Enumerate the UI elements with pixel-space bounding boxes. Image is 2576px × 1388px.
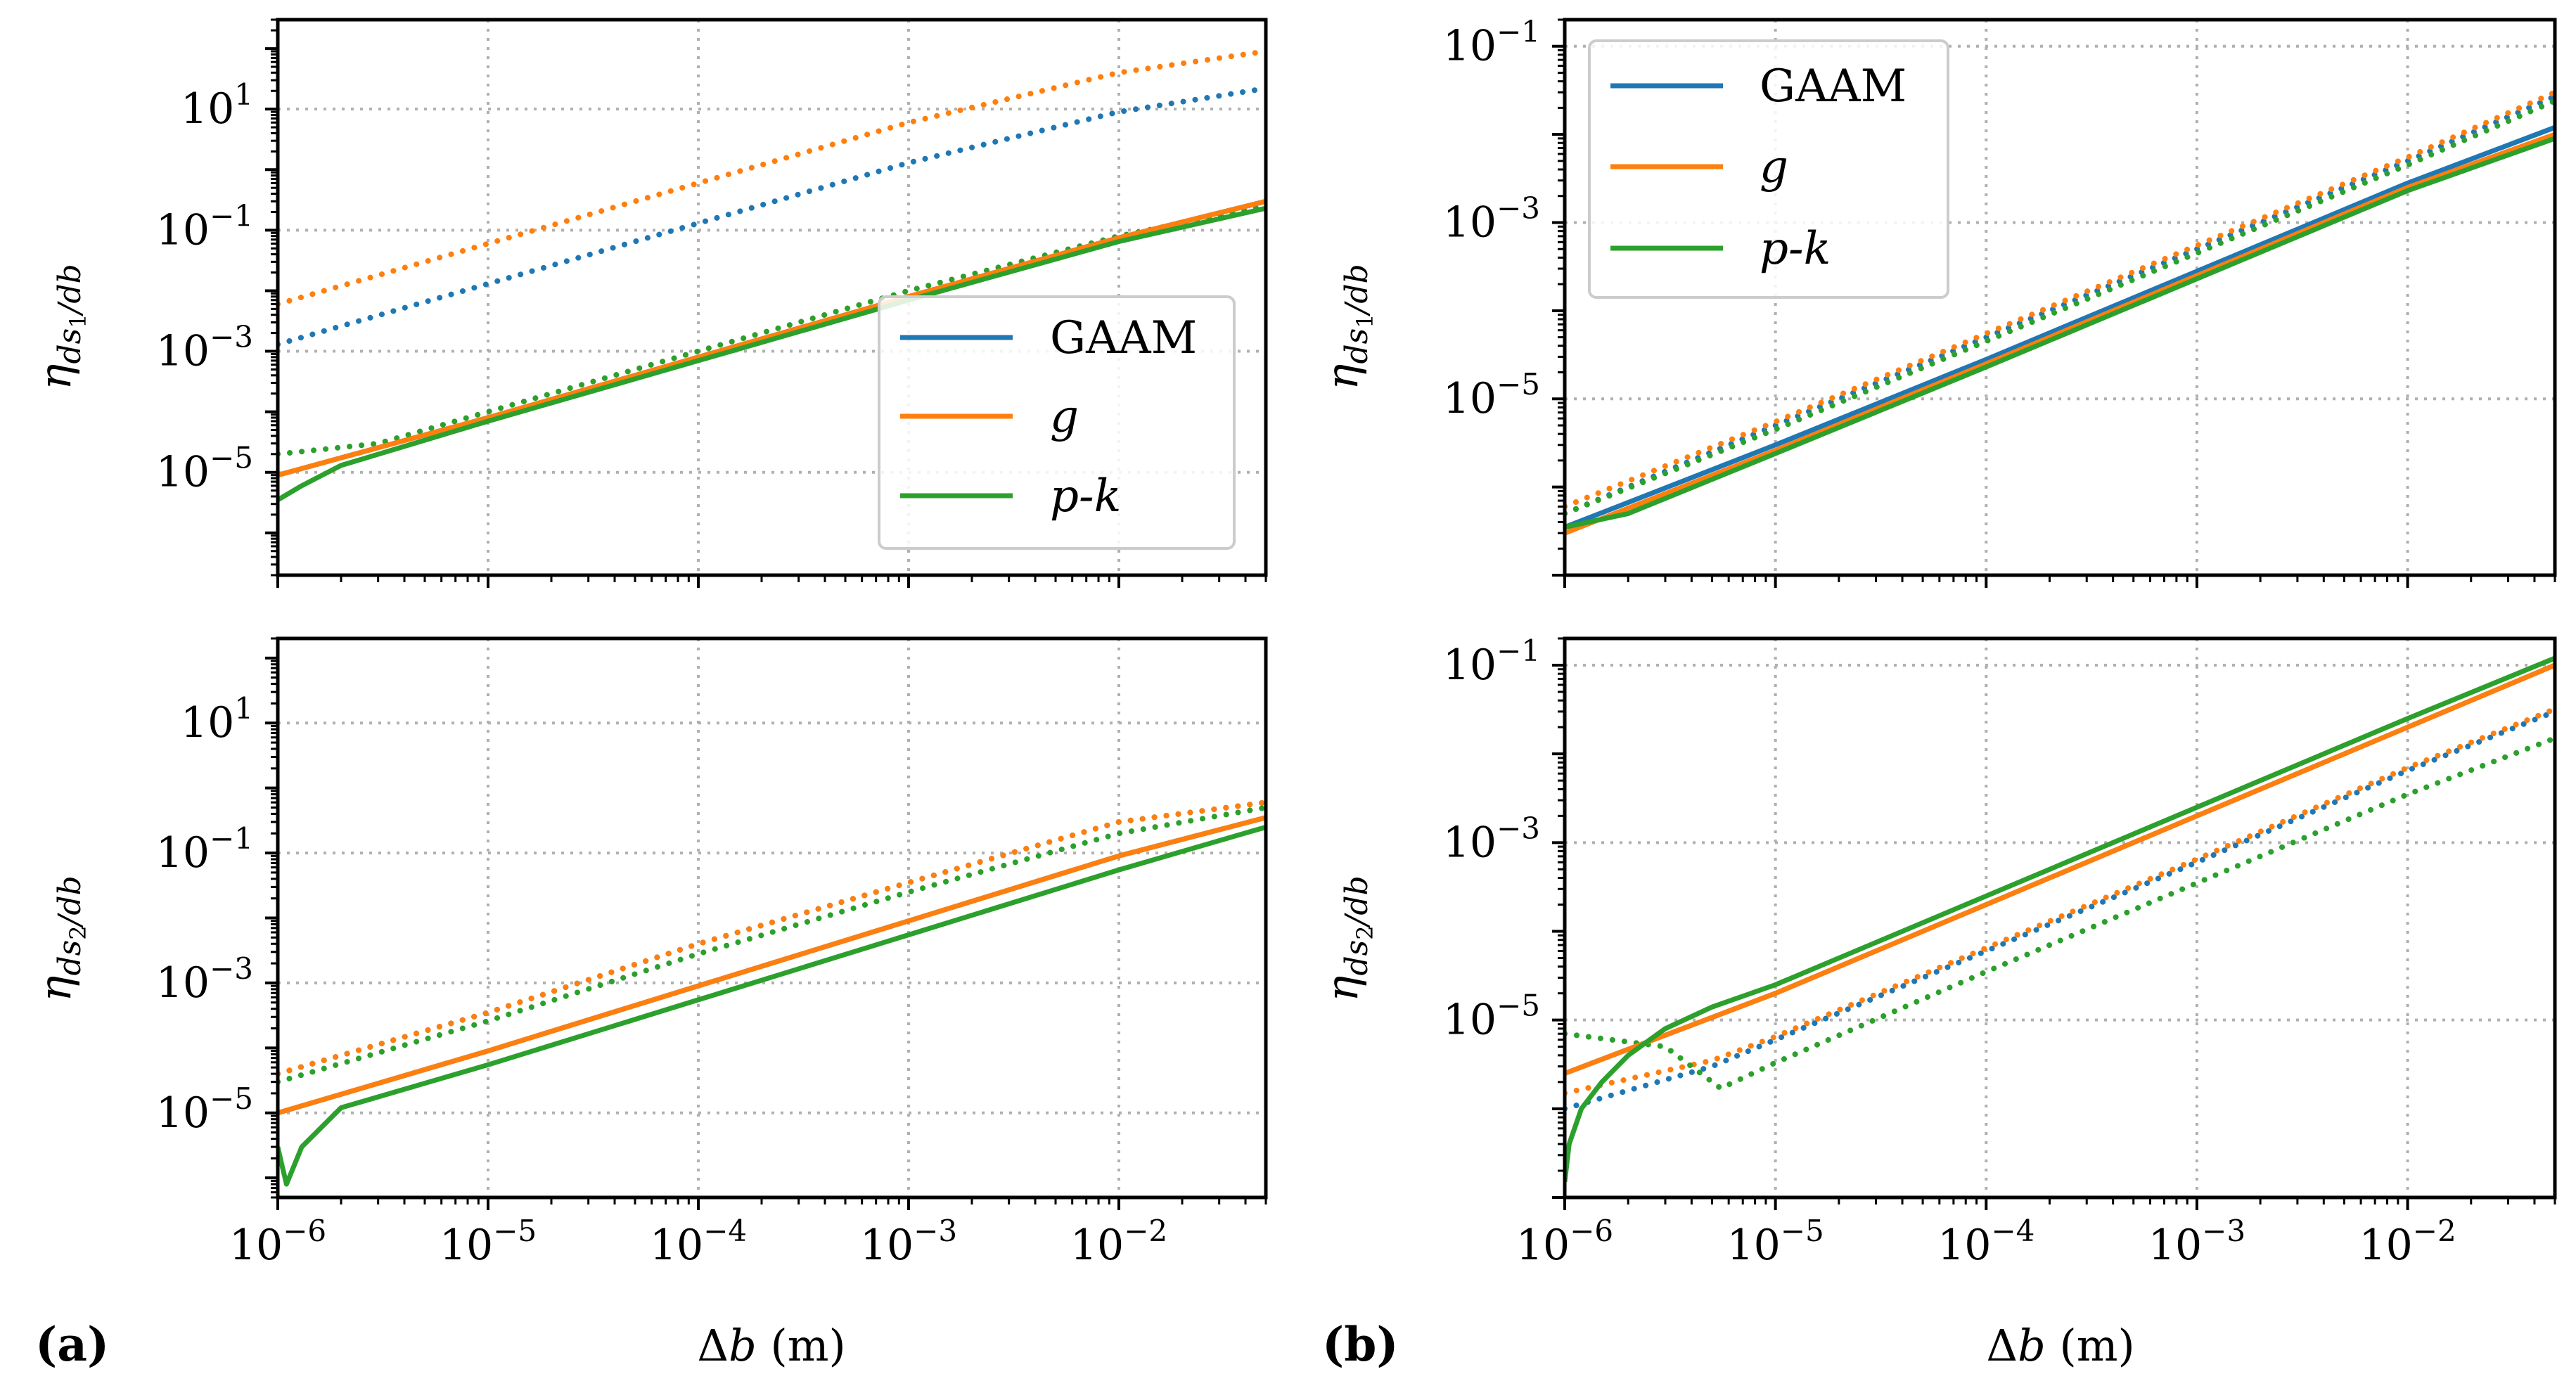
- legend-label-gaam: GAAM: [1050, 312, 1197, 364]
- y-tick-label: 10−3: [156, 951, 253, 1008]
- legend-label-g: g: [1760, 141, 1788, 193]
- y-tick-label: 101: [181, 77, 253, 134]
- y-tick-label: 101: [181, 691, 253, 747]
- series-p-k-solid: [278, 824, 1266, 1187]
- y-tick-label: 10−5: [1443, 367, 1540, 423]
- legend-a-top: GAAM g p-k: [878, 295, 1236, 550]
- series-gaam-dotted: [1565, 94, 2555, 517]
- x-tick-label: 10−5: [1726, 1214, 1824, 1270]
- x-tick-label: 10−4: [650, 1214, 747, 1270]
- series-p-k-dotted: [1565, 98, 2555, 517]
- y-tick-label: 10−3: [156, 320, 253, 376]
- series-g-dotted: [1565, 706, 2555, 1096]
- series-group: [1565, 89, 2555, 536]
- y-ticks: [1552, 18, 1565, 577]
- panel-label-a: (a): [35, 1317, 109, 1372]
- ylabel-b-bottom: ηds2/db: [1316, 875, 1378, 1001]
- y-tick-label: 10−5: [156, 441, 253, 497]
- y-tick-label: 10−1: [1443, 15, 1540, 71]
- x-ticks: [1563, 1197, 2556, 1210]
- legend-label-pk: p-k: [1760, 223, 1831, 275]
- legend-b-top: GAAM g p-k: [1588, 39, 1949, 299]
- series-group: [278, 799, 1266, 1187]
- legend-label-g: g: [1050, 391, 1079, 443]
- series-p-k-solid: [1565, 136, 2555, 530]
- x-ticks: [276, 1197, 1267, 1210]
- panel-b-top: 10−5 10−3 10−1: [1443, 15, 2557, 588]
- panel-a-top: 10−5 10−3 10−1 101: [156, 18, 1268, 588]
- x-tick-label: 10−3: [860, 1214, 957, 1270]
- series-g-dotted: [1565, 89, 2555, 510]
- x-tick-label: 10−2: [1070, 1214, 1167, 1270]
- series-group: [278, 49, 1266, 503]
- series-g-solid: [278, 198, 1266, 478]
- x-tick-label: 10−3: [2148, 1214, 2245, 1270]
- ylabel-a-top: ηds1/db: [30, 264, 91, 390]
- x-ticks: [276, 575, 1267, 588]
- grid: [276, 638, 1266, 1197]
- series-p-k-dotted: [1565, 735, 2555, 1091]
- y-tick-label: 10−5: [1443, 989, 1540, 1045]
- x-tick-label: 10−6: [229, 1214, 326, 1270]
- axes-frame: [1563, 636, 2557, 1200]
- axes-frame: [1563, 18, 2557, 577]
- ylabel-a-bottom: ηds2/db: [30, 875, 91, 1001]
- series-p-k-solid: [278, 205, 1266, 503]
- series-gaam-dotted: [278, 85, 1266, 347]
- x-tick-label: 10−2: [2359, 1214, 2456, 1270]
- x-tick-label: 10−5: [440, 1214, 537, 1270]
- y-ticks: [265, 637, 278, 1199]
- series-group: [1565, 655, 2555, 1183]
- y-tick-label: 10−1: [156, 198, 253, 255]
- series-g-dotted: [278, 49, 1266, 307]
- series-g-dotted: [278, 799, 1266, 1077]
- series-gaam-solid: [1565, 124, 2555, 530]
- x-tick-label: 10−6: [1516, 1214, 1613, 1270]
- y-tick-label: 10−1: [1443, 634, 1540, 690]
- legend-label-pk: p-k: [1050, 470, 1121, 522]
- series-p-k-solid: [1565, 655, 2555, 1183]
- y-tick-label: 10−3: [1443, 811, 1540, 867]
- xlabel-b: Δb (m): [1986, 1320, 2134, 1371]
- series-g-solid: [278, 815, 1266, 1116]
- ylabel-b-top: ηds1/db: [1316, 264, 1378, 390]
- series-g-solid: [1565, 662, 2555, 1076]
- series-p-k-dotted: [278, 203, 1266, 457]
- series-g-solid: [1565, 131, 2555, 536]
- panel-label-b: (b): [1322, 1317, 1399, 1372]
- y-tick-label: 10−1: [156, 821, 253, 878]
- x-ticks: [1563, 575, 2556, 588]
- legend-label-gaam: GAAM: [1760, 60, 1907, 113]
- x-tick-label: 10−4: [1937, 1214, 2034, 1270]
- series-p-k-dotted: [278, 804, 1266, 1085]
- y-ticks: [265, 18, 278, 577]
- xlabel-a: Δb (m): [697, 1320, 845, 1371]
- panel-b-bottom: 10−5 10−3 10−1 10−6 10−5 10−4 10−3 10−2: [1443, 634, 2557, 1270]
- panel-a-bottom: 10−5 10−3 10−1 101 10−6 10−5 10−4 10−3 10−2: [156, 636, 1268, 1270]
- series-gaam-dotted: [1565, 709, 2555, 1112]
- y-ticks: [1552, 637, 1565, 1199]
- y-tick-label: 10−3: [1443, 191, 1540, 247]
- y-tick-label: 10−5: [156, 1081, 253, 1138]
